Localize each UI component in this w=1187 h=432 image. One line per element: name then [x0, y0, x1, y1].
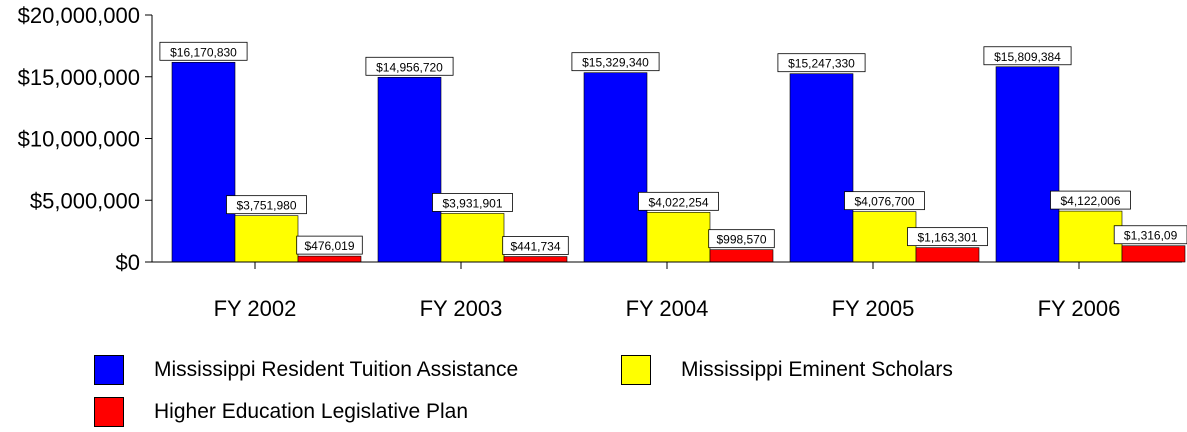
bar: [852, 211, 917, 263]
data-label-box: [708, 229, 775, 249]
data-label-box: [844, 191, 925, 211]
y-tick-label: $5,000,000: [30, 188, 140, 213]
data-label-box: [159, 41, 248, 61]
data-label: $4,122,006: [1060, 194, 1120, 208]
data-label-box: [777, 53, 866, 73]
data-label: $14,956,720: [376, 60, 443, 74]
x-tick-label: FY 2004: [626, 296, 709, 321]
bar: [789, 73, 854, 263]
bar: [915, 247, 980, 263]
data-label: $476,019: [304, 239, 354, 253]
data-label-box: [502, 236, 569, 255]
bar: [995, 66, 1060, 263]
x-tick-label: FY 2005: [832, 296, 915, 321]
data-label: $1,163,301: [917, 231, 977, 245]
data-label: $1,316,09: [1124, 229, 1178, 243]
data-label: $15,247,330: [788, 57, 855, 71]
x-tick-label: FY 2006: [1038, 296, 1121, 321]
data-label: $4,076,700: [854, 195, 914, 209]
data-label-box: [571, 52, 660, 72]
bar: [1058, 210, 1123, 263]
data-label-box: [638, 191, 719, 211]
x-tick-label: FY 2002: [214, 296, 297, 321]
data-label-box: [296, 235, 363, 255]
data-label: $15,809,384: [994, 50, 1061, 64]
y-tick-label: $10,000,000: [18, 127, 140, 152]
data-label: $15,329,340: [582, 56, 649, 70]
x-tick-label: FY 2003: [420, 296, 503, 321]
bar: [503, 256, 568, 263]
y-tick-label: $15,000,000: [18, 65, 140, 90]
bar: [440, 213, 505, 263]
data-label-box: [907, 227, 988, 247]
data-label: $16,170,830: [170, 45, 237, 59]
bar: [583, 72, 648, 263]
data-label: $441,734: [510, 240, 560, 254]
data-label: $3,751,980: [236, 199, 296, 213]
bar: [171, 61, 236, 263]
data-label: $3,931,901: [442, 196, 502, 210]
data-label-box: [432, 193, 513, 212]
data-label: $4,022,254: [648, 195, 708, 209]
bar: [709, 249, 774, 263]
data-label-box: [983, 46, 1072, 66]
y-tick-label: $0: [116, 250, 140, 275]
data-label-box: [1050, 190, 1131, 210]
bar: [646, 212, 711, 263]
data-label-box: [365, 56, 454, 76]
bar: [1121, 245, 1186, 263]
data-label: $998,570: [716, 233, 766, 247]
bar: [297, 255, 362, 263]
bar: [234, 215, 299, 263]
data-label-box: [226, 195, 307, 215]
y-tick-label: $20,000,000: [18, 3, 140, 28]
bar: [377, 76, 442, 263]
